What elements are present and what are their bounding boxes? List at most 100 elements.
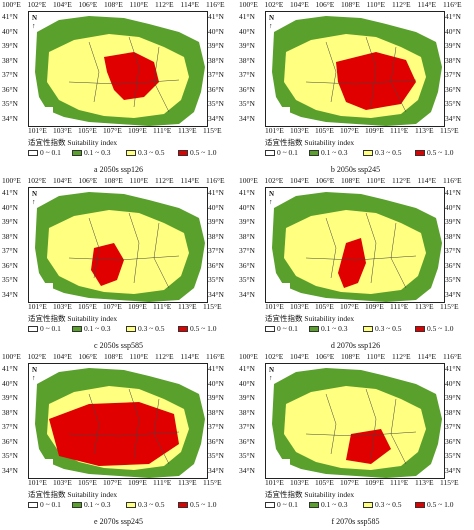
left-lat-label: 38°N bbox=[239, 55, 255, 65]
left-lat-label: 41°N bbox=[2, 12, 18, 21]
top-lon-label: 112°E bbox=[392, 176, 411, 185]
legend-item: 0 ~ 0.1 bbox=[265, 500, 298, 509]
right-lat-label: 41°N bbox=[445, 12, 461, 21]
top-lon-label: 100°E bbox=[2, 352, 21, 361]
bottom-lon-label: 113°E bbox=[415, 126, 434, 135]
right-latitude-axis: 41°N 40°N 39°N 38°N 37°N 36°N 35°N 34°N bbox=[208, 188, 236, 303]
legend-label: 0.1 ~ 0.3 bbox=[84, 500, 111, 509]
left-lat-label: 35°N bbox=[239, 99, 255, 108]
top-lon-label: 100°E bbox=[2, 0, 21, 9]
north-arrow-icon: N ↑ bbox=[269, 366, 275, 382]
top-lon-label: 106°E bbox=[78, 0, 98, 9]
left-lat-label: 37°N bbox=[239, 246, 255, 255]
bottom-lon-label: 107°E bbox=[340, 302, 359, 311]
legend-swatch bbox=[363, 150, 373, 157]
right-latitude-axis: 41°N 40°N 39°N 38°N 37°N 36°N 35°N 34°N bbox=[445, 12, 473, 127]
top-lon-label: 106°E bbox=[78, 352, 98, 361]
bottom-lon-label: 111°E bbox=[153, 478, 172, 487]
region-red bbox=[104, 52, 159, 100]
top-lon-label: 106°E bbox=[315, 352, 335, 361]
top-lon-label: 108°E bbox=[104, 352, 123, 361]
bottom-lon-label: 113°E bbox=[178, 126, 197, 135]
top-lon-label: 100°E bbox=[2, 176, 21, 185]
right-lat-label: 35°N bbox=[445, 451, 461, 460]
legend-swatch bbox=[363, 326, 373, 333]
right-latitude-axis: 41°N 40°N 39°N 38°N 37°N 36°N 35°N 34°N bbox=[208, 12, 236, 127]
top-lon-label: 114°E bbox=[417, 352, 437, 361]
right-lat-label: 40°N bbox=[445, 26, 461, 36]
right-lat-label: 41°N bbox=[208, 188, 224, 197]
suitability-map bbox=[265, 363, 445, 479]
bottom-lon-label: 105°E bbox=[315, 478, 334, 487]
legend-label: 0.3 ~ 0.5 bbox=[375, 148, 402, 157]
legend-item: 0.1 ~ 0.3 bbox=[309, 324, 348, 333]
top-lon-label: 116°E bbox=[443, 176, 462, 185]
legend: 适宜性指数 Suitability index 0 ~ 0.1 0.1 ~ 0.3… bbox=[28, 137, 233, 163]
left-latitude-axis: 41°N 40°N 39°N 38°N 37°N 36°N 35°N 34°N bbox=[239, 188, 267, 303]
legend-label: 0.3 ~ 0.5 bbox=[375, 500, 402, 509]
top-lon-label: 112°E bbox=[155, 176, 174, 185]
legend-swatch bbox=[126, 502, 136, 509]
legend-item: 0.3 ~ 0.5 bbox=[126, 324, 165, 333]
legend-swatch bbox=[72, 326, 82, 333]
left-lat-label: 35°N bbox=[239, 451, 255, 460]
left-lat-label: 37°N bbox=[2, 422, 18, 431]
legend-item: 0.1 ~ 0.3 bbox=[72, 500, 111, 509]
bottom-lon-label: 105°E bbox=[315, 126, 334, 135]
top-lon-label: 114°E bbox=[417, 176, 437, 185]
top-lon-label: 110°E bbox=[129, 352, 149, 361]
top-lon-label: 112°E bbox=[155, 352, 174, 361]
map-panel-6: 100°E 102°E 104°E 106°E 108°E 110°E 112°E 114°E… bbox=[237, 352, 474, 528]
province-borders bbox=[305, 36, 417, 113]
right-lat-label: 34°N bbox=[445, 465, 461, 475]
map-panel-1: 100°E 102°E 104°E 106°E 108°E 110°E 112°E 114°E… bbox=[0, 0, 237, 176]
white-region-low bbox=[266, 459, 290, 478]
map-panel-3: 100°E 102°E 104°E 106°E 108°E 110°E 112°E 114°E… bbox=[0, 176, 237, 352]
top-lon-label: 110°E bbox=[366, 352, 386, 361]
bottom-lon-label: 103°E bbox=[53, 478, 72, 487]
legend-swatch bbox=[415, 150, 425, 157]
left-lat-label: 37°N bbox=[2, 246, 18, 255]
right-lat-label: 36°N bbox=[445, 84, 461, 94]
legend-swatch bbox=[72, 502, 82, 509]
bottom-lon-label: 111°E bbox=[390, 478, 409, 487]
left-lat-label: 35°N bbox=[2, 99, 18, 108]
legend-label: 0 ~ 0.1 bbox=[277, 324, 298, 333]
right-lat-label: 35°N bbox=[445, 99, 461, 108]
suitability-map bbox=[265, 187, 445, 303]
white-region-low bbox=[29, 107, 53, 126]
top-longitude-axis: 100°E 102°E 104°E 106°E 108°E 110°E 112°E 114°E… bbox=[0, 352, 237, 363]
bottom-lon-label: 111°E bbox=[153, 302, 172, 311]
bottom-lon-label: 111°E bbox=[390, 302, 409, 311]
bottom-lon-label: 105°E bbox=[78, 126, 97, 135]
north-arrow-icon: N ↑ bbox=[269, 14, 275, 30]
panel-caption: d 2070s ssp126 bbox=[330, 341, 381, 350]
right-lat-label: 38°N bbox=[208, 407, 224, 417]
panel-caption: e 2070s ssp245 bbox=[94, 517, 143, 526]
legend-item: 0.5 ~ 1.0 bbox=[178, 148, 217, 157]
right-lat-label: 36°N bbox=[208, 436, 224, 446]
legend-item: 0 ~ 0.1 bbox=[265, 148, 298, 157]
legend: 适宜性指数 Suitability index 0 ~ 0.1 0.1 ~ 0.3… bbox=[265, 313, 470, 339]
legend-label: 0.3 ~ 0.5 bbox=[138, 324, 165, 333]
bottom-lon-label: 109°E bbox=[128, 126, 147, 135]
top-lon-label: 102°E bbox=[264, 352, 284, 361]
right-lat-label: 40°N bbox=[208, 378, 224, 388]
legend-swatch bbox=[178, 150, 188, 157]
right-lat-label: 40°N bbox=[208, 202, 224, 212]
left-lat-label: 41°N bbox=[2, 188, 18, 197]
right-lat-label: 36°N bbox=[445, 436, 461, 446]
legend-title: 适宜性指数 Suitability index bbox=[265, 490, 355, 499]
bottom-longitude-axis: 101°E 103°E 105°E 107°E 109°E 111°E 113°E 115°E bbox=[237, 478, 474, 489]
bottom-lon-label: 115°E bbox=[440, 126, 459, 135]
legend-label: 0.5 ~ 1.0 bbox=[190, 500, 217, 509]
right-lat-label: 35°N bbox=[208, 275, 224, 284]
right-lat-label: 39°N bbox=[208, 393, 224, 402]
left-lat-label: 40°N bbox=[239, 26, 255, 36]
top-lon-label: 102°E bbox=[27, 176, 47, 185]
legend-item: 0.3 ~ 0.5 bbox=[363, 324, 402, 333]
legend-label: 0.1 ~ 0.3 bbox=[321, 148, 348, 157]
legend-swatch bbox=[265, 502, 275, 509]
legend-label: 0.3 ~ 0.5 bbox=[138, 500, 165, 509]
bottom-lon-label: 101°E bbox=[28, 302, 47, 311]
